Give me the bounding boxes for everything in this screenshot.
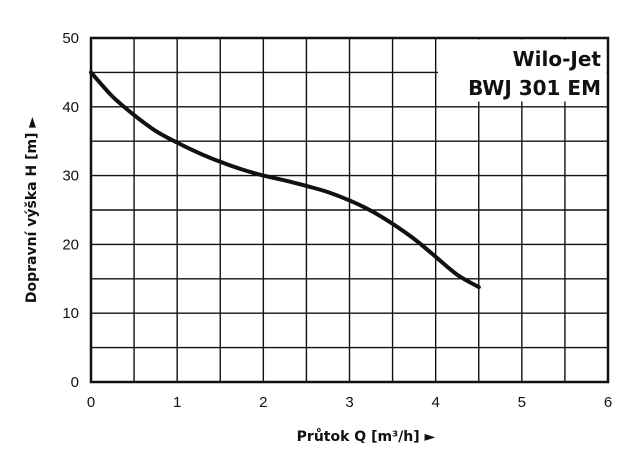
x-tick-label: 3 bbox=[345, 394, 353, 411]
x-tick-labels: 0 1 2 3 4 5 6 bbox=[87, 394, 612, 411]
y-tick-label: 40 bbox=[62, 99, 79, 116]
title-box-background bbox=[438, 39, 607, 102]
x-tick-label: 2 bbox=[259, 394, 267, 411]
x-tick-label: 6 bbox=[604, 394, 612, 411]
x-axis-label: Průtok Q [m³/h] ► bbox=[297, 428, 436, 445]
x-tick-label: 1 bbox=[173, 394, 181, 411]
x-tick-label: 5 bbox=[518, 394, 526, 411]
chart-title-line-1: Wilo-Jet bbox=[513, 47, 602, 71]
y-tick-labels: 0 10 20 30 40 50 bbox=[62, 30, 79, 391]
y-tick-label: 30 bbox=[62, 168, 79, 185]
series-line-0 bbox=[89, 70, 481, 290]
plot-frame bbox=[89, 36, 610, 384]
y-tick-label: 50 bbox=[62, 30, 79, 47]
chart-title-line-2: BWJ 301 EM bbox=[468, 76, 601, 100]
x-tick-label: 4 bbox=[431, 394, 439, 411]
y-tick-label: 20 bbox=[62, 236, 79, 253]
y-tick-label: 0 bbox=[71, 374, 79, 391]
x-tick-label: 0 bbox=[87, 394, 95, 411]
y-axis-label: Dopravní výška H [m] ► bbox=[24, 117, 40, 303]
y-tick-label: 10 bbox=[62, 305, 79, 322]
series-layer bbox=[89, 70, 481, 290]
title-box: Wilo-Jet BWJ 301 EM bbox=[438, 39, 607, 102]
